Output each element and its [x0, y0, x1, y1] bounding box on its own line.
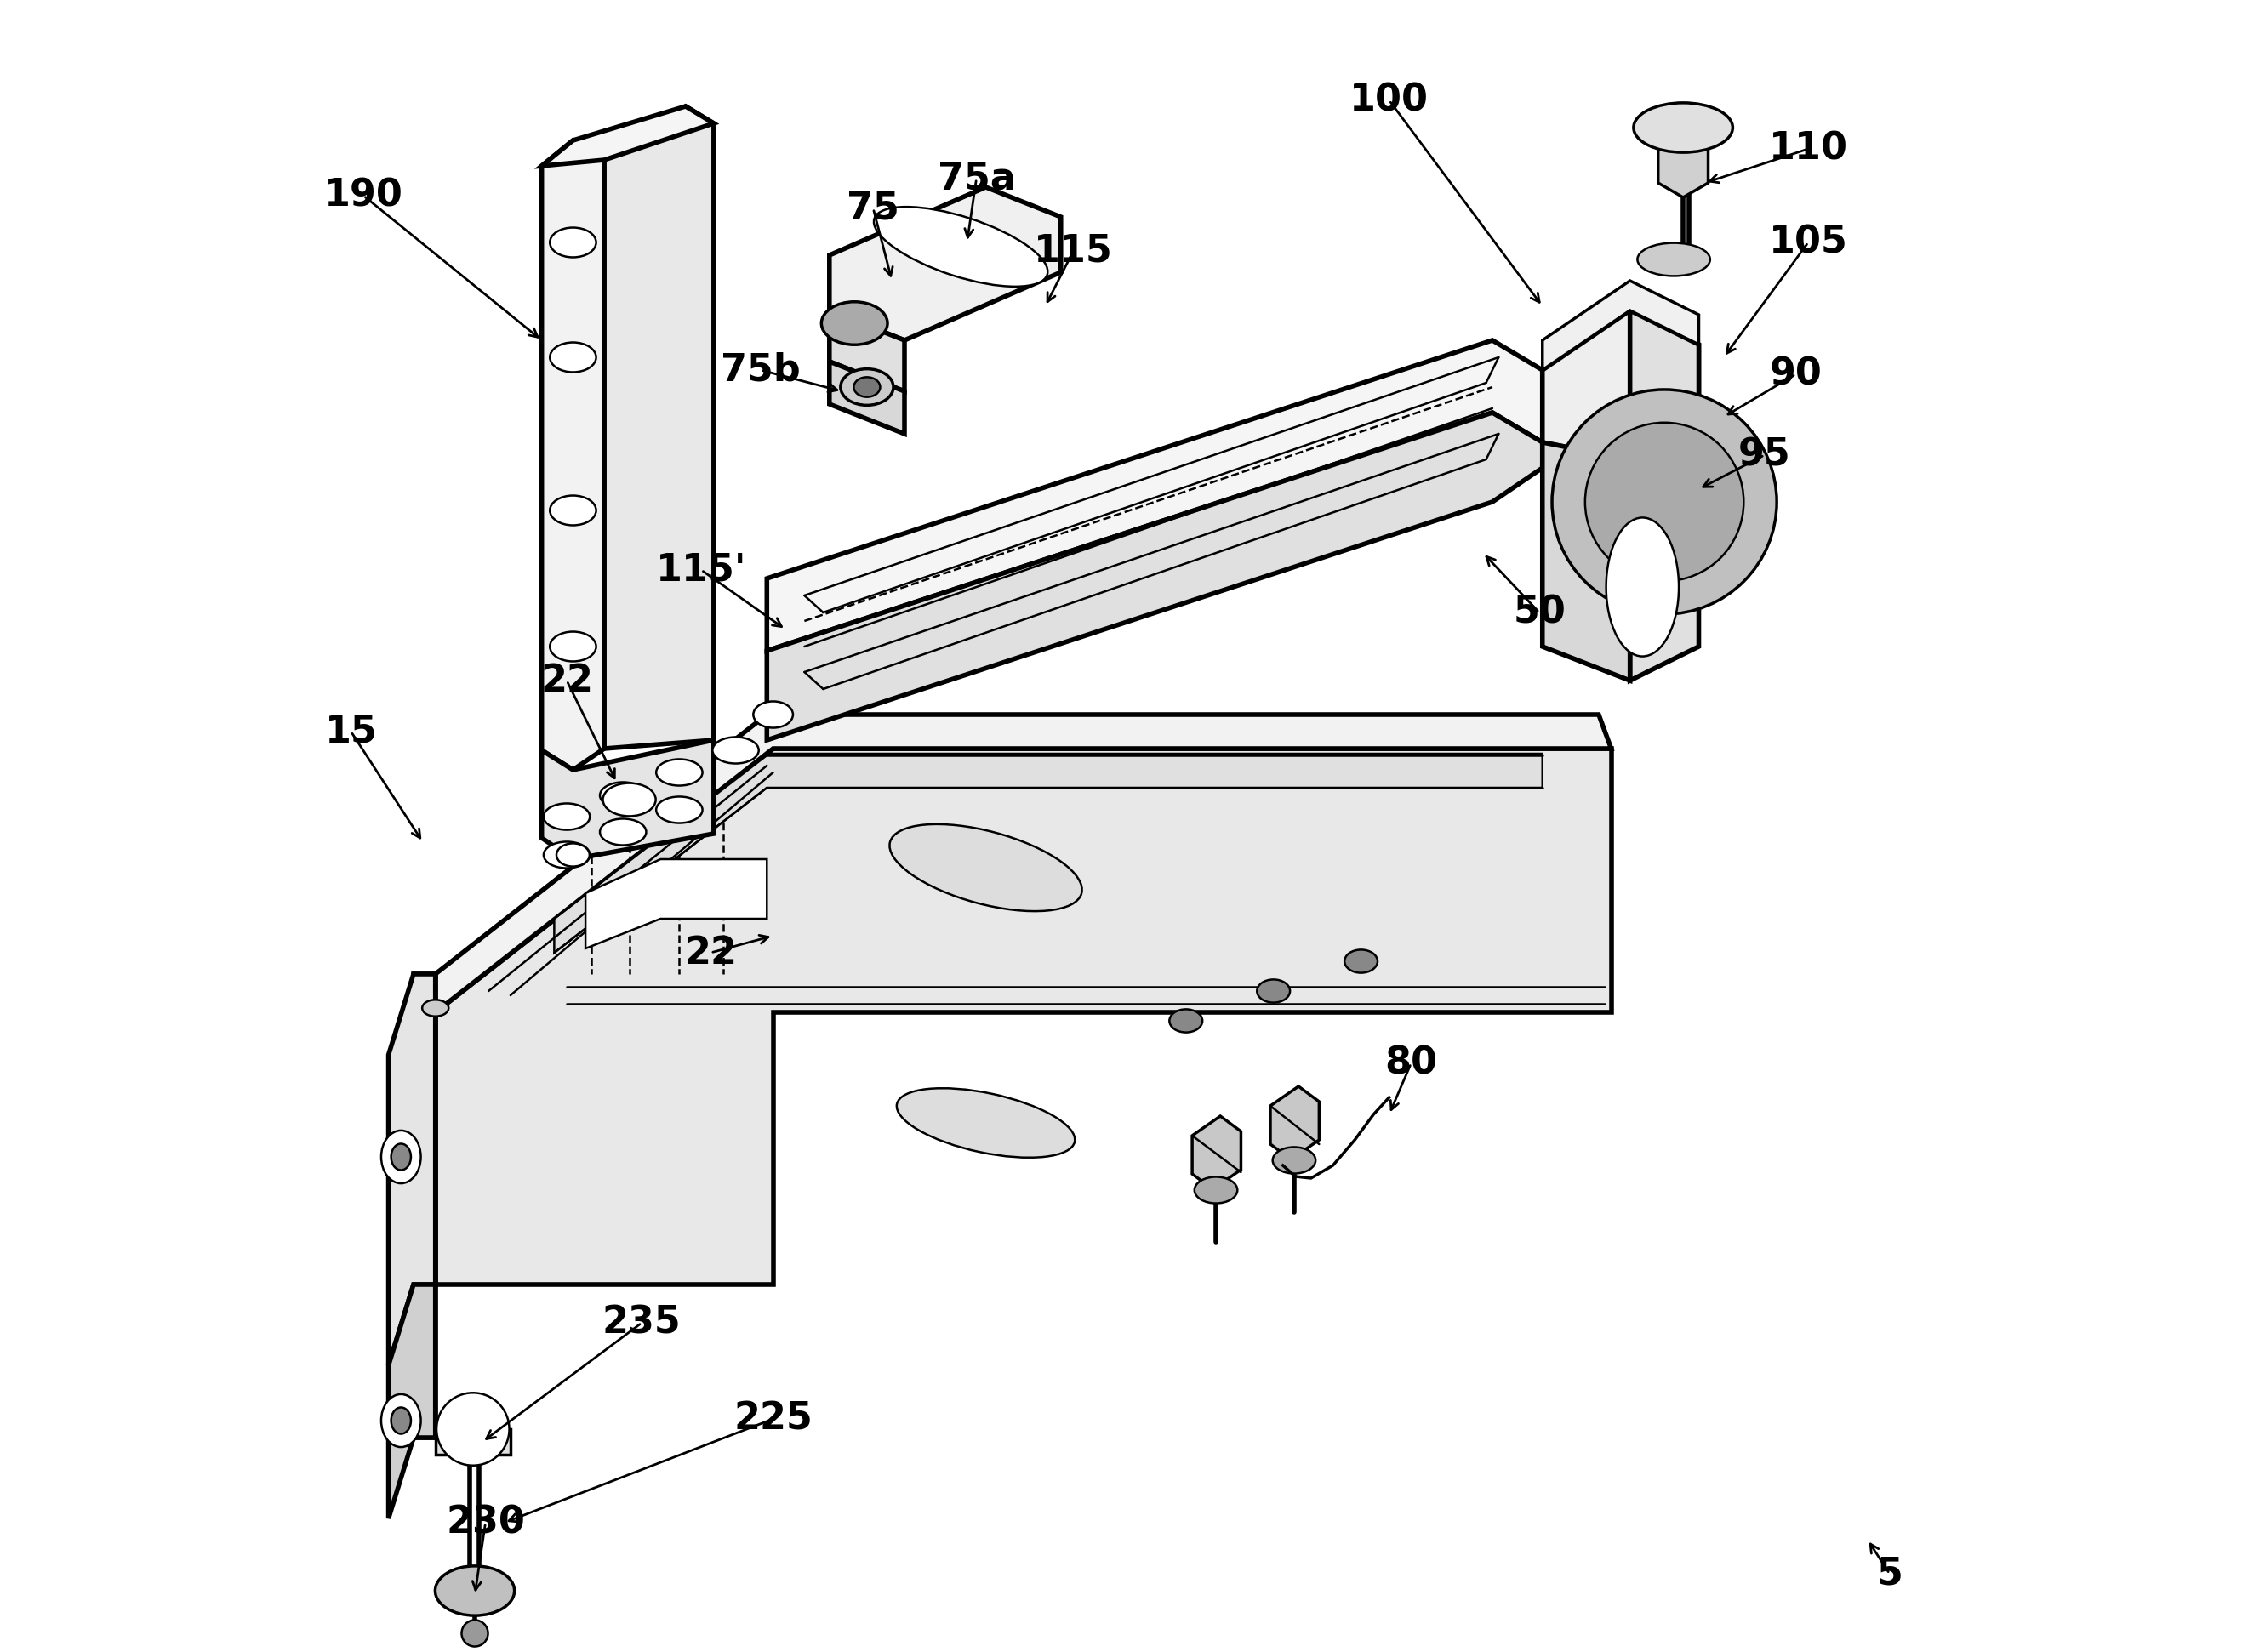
Ellipse shape [1194, 1176, 1236, 1203]
Polygon shape [830, 311, 904, 392]
Text: 230: 230 [445, 1505, 526, 1541]
Polygon shape [414, 1285, 436, 1437]
Polygon shape [436, 715, 1612, 1013]
Text: 115: 115 [1034, 233, 1113, 269]
Polygon shape [1542, 443, 1630, 681]
Polygon shape [389, 975, 436, 1365]
Ellipse shape [1637, 243, 1711, 276]
Ellipse shape [551, 631, 596, 661]
Ellipse shape [897, 1089, 1075, 1158]
Polygon shape [414, 975, 436, 1285]
Text: 225: 225 [733, 1401, 812, 1437]
Ellipse shape [600, 819, 645, 846]
Polygon shape [555, 753, 1542, 953]
Text: 100: 100 [1349, 83, 1430, 119]
Text: 80: 80 [1385, 1046, 1436, 1082]
Text: 75: 75 [847, 190, 899, 226]
Ellipse shape [1634, 102, 1733, 152]
Polygon shape [542, 140, 605, 770]
Ellipse shape [656, 760, 701, 786]
Ellipse shape [841, 368, 892, 405]
Text: 95: 95 [1738, 436, 1792, 474]
Polygon shape [389, 1285, 436, 1518]
Ellipse shape [1257, 980, 1290, 1003]
Polygon shape [605, 106, 713, 748]
Ellipse shape [436, 1393, 510, 1465]
Ellipse shape [544, 803, 589, 829]
Ellipse shape [382, 1394, 420, 1447]
Polygon shape [830, 187, 1061, 340]
Ellipse shape [391, 1143, 411, 1170]
Ellipse shape [391, 1408, 411, 1434]
Text: 115': 115' [656, 552, 746, 588]
Ellipse shape [558, 844, 589, 867]
Text: 5: 5 [1877, 1556, 1902, 1593]
Ellipse shape [551, 228, 596, 258]
Text: 235: 235 [602, 1305, 681, 1341]
Ellipse shape [436, 1566, 515, 1616]
Text: 90: 90 [1769, 355, 1823, 393]
Text: 110: 110 [1769, 131, 1848, 167]
Text: 22: 22 [540, 662, 593, 699]
Ellipse shape [1169, 1009, 1203, 1032]
Text: 105: 105 [1769, 225, 1848, 261]
Ellipse shape [544, 843, 589, 869]
Polygon shape [436, 748, 1612, 1285]
Ellipse shape [854, 377, 881, 396]
Text: 15: 15 [324, 714, 378, 750]
Ellipse shape [890, 824, 1081, 912]
Polygon shape [1542, 281, 1699, 370]
Ellipse shape [1605, 517, 1679, 656]
Polygon shape [1191, 1117, 1241, 1189]
Ellipse shape [753, 702, 794, 729]
Polygon shape [767, 340, 1542, 651]
Ellipse shape [461, 1621, 488, 1647]
Text: 190: 190 [324, 177, 402, 215]
Text: 75b: 75b [722, 352, 800, 388]
Polygon shape [1270, 1087, 1320, 1160]
Polygon shape [436, 1429, 510, 1455]
Ellipse shape [551, 342, 596, 372]
Ellipse shape [1344, 950, 1378, 973]
Ellipse shape [551, 496, 596, 525]
Ellipse shape [602, 783, 656, 816]
Ellipse shape [1585, 423, 1744, 582]
Polygon shape [1630, 311, 1699, 681]
Text: 22: 22 [683, 935, 737, 971]
Ellipse shape [1551, 390, 1776, 615]
Polygon shape [605, 548, 713, 748]
Polygon shape [830, 362, 904, 434]
Ellipse shape [874, 206, 1048, 286]
Ellipse shape [382, 1130, 420, 1183]
Ellipse shape [713, 737, 760, 763]
Polygon shape [584, 859, 767, 948]
Ellipse shape [423, 999, 450, 1016]
Text: 75a: 75a [937, 160, 1016, 197]
Polygon shape [1542, 311, 1699, 494]
Ellipse shape [1272, 1146, 1315, 1173]
Polygon shape [542, 740, 713, 859]
Text: 50: 50 [1513, 595, 1565, 631]
Polygon shape [767, 413, 1542, 740]
Polygon shape [1659, 126, 1708, 197]
Ellipse shape [656, 796, 701, 823]
Ellipse shape [821, 302, 888, 345]
Polygon shape [542, 106, 713, 165]
Ellipse shape [600, 781, 645, 808]
